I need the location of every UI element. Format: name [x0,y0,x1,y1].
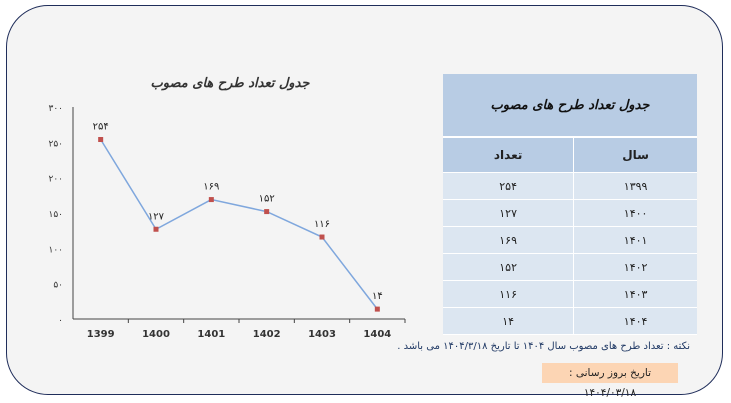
data-point [374,306,380,312]
table-header-row: سال تعداد [443,136,697,173]
header-count: تعداد [443,136,574,173]
header-year: سال [573,136,697,173]
x-tick-label: 1399 [87,329,115,340]
y-tick-label: ۱۰۰ [48,245,63,255]
series-line [100,139,378,310]
chart-title: جدول تعداد طرح های مصوب [150,76,310,91]
cell-year: ۱۳۹۹ [573,172,697,200]
y-tick-label: ۱۵۰ [48,210,63,220]
data-point [98,137,104,143]
data-label: ۱۲۷ [148,211,165,222]
x-tick-label: 1402 [253,329,281,340]
cell-count: ۱۱۶ [443,280,574,308]
y-tick-label: ۲۵۰ [48,139,63,149]
data-point [208,197,214,203]
y-tick-label: ۲۰۰ [48,175,63,185]
data-point [319,234,325,240]
cell-year: ۱۴۰۳ [573,280,697,308]
data-point [153,226,159,232]
cell-count: ۱۵۲ [443,253,574,281]
cell-year: ۱۴۰۴ [573,307,697,335]
x-tick-label: 1403 [308,329,336,340]
update-date-badge: تاریخ بروز رسانی : ۱۴۰۴/۰۳/۱۸ [542,363,678,399]
cell-count: ۲۵۴ [443,172,574,200]
y-tick-label: ۰ [58,316,63,326]
x-tick-label: 1404 [363,329,391,340]
cell-count: ۱۴ [443,307,574,335]
table-row: ۱۴۰۳ ۱۱۶ [443,280,697,308]
cell-year: ۱۴۰۱ [573,226,697,254]
data-label: ۱۱۶ [314,219,330,230]
x-tick-label: 1401 [197,329,225,340]
data-point [264,209,270,215]
table-row: ۱۳۹۹ ۲۵۴ [443,172,697,200]
data-label: ۱۵۲ [259,194,275,205]
table-title: جدول تعداد طرح های مصوب [443,74,697,138]
data-label: ۱۴ [372,291,383,302]
y-tick-label: ۳۰۰ [48,104,63,114]
table-row: ۱۴۰۰ ۱۲۷ [443,199,697,227]
table-row: ۱۴۰۴ ۱۴ [443,307,697,335]
table-row: ۱۴۰۱ ۱۶۹ [443,226,697,254]
summary-table: جدول تعداد طرح های مصوب سال تعداد ۱۳۹۹ ۲… [443,74,697,335]
x-tick-label: 1400 [142,329,170,340]
data-label: ۱۶۹ [203,182,219,193]
data-label: ۲۵۴ [93,122,109,133]
cell-count: ۱۲۷ [443,199,574,227]
cell-year: ۱۴۰۰ [573,199,697,227]
footnote: نکته : تعداد طرح های مصوب سال ۱۴۰۴ تا تا… [397,341,690,352]
cell-year: ۱۴۰۲ [573,253,697,281]
cell-count: ۱۶۹ [443,226,574,254]
y-tick-label: ۵۰ [53,281,63,291]
table-row: ۱۴۰۲ ۱۵۲ [443,253,697,281]
